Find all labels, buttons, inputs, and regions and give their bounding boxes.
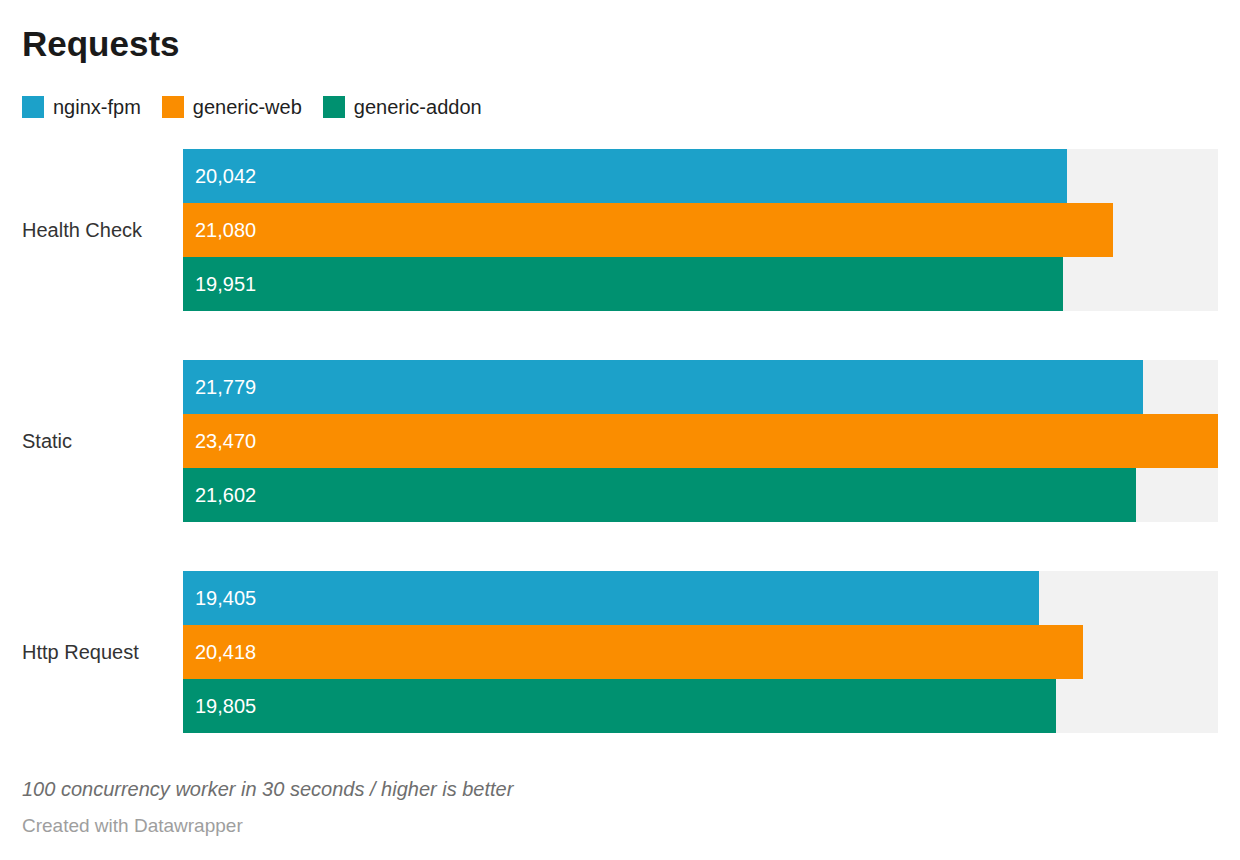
bar-value-label: 21,602 [183,484,256,507]
bar-track: 21,080 [183,203,1218,257]
bar-track: 19,805 [183,679,1218,733]
bar-generic-addon: 19,805 [183,679,1056,733]
legend-item-label: generic-addon [354,96,482,118]
bar-value-label: 21,779 [183,376,256,399]
legend: nginx-fpm generic-web generic-addon [22,96,1218,118]
chart-title: Requests [22,24,1218,64]
bar-nginx-fpm: 19,405 [183,571,1039,625]
plot-area: Health Check20,042 21,080 19,951 Static21,7… [22,149,1218,733]
chart-container: Requests nginx-fpm generic-web generic-add… [0,0,1240,837]
bar-generic-addon: 19,951 [183,257,1063,311]
datawrapper-credit-link[interactable]: Created with Datawrapper [22,815,243,837]
bar-value-label: 20,418 [183,641,256,664]
legend-item-generic-web: generic-web [162,96,302,118]
bar-generic-addon: 21,602 [183,468,1136,522]
legend-swatch-icon [162,96,184,118]
bar-generic-web: 21,080 [183,203,1113,257]
bar-value-label: 19,805 [183,695,256,718]
bar-stack: 21,779 23,470 21,602 [183,360,1218,522]
bar-track: 19,951 [183,257,1218,311]
bar-value-label: 23,470 [183,430,256,453]
legend-item-generic-addon: generic-addon [323,96,482,118]
bar-track: 19,405 [183,571,1218,625]
bar-group: Static21,779 23,470 21,602 [22,360,1218,522]
bar-group: Http Request19,405 20,418 19,805 [22,571,1218,733]
legend-swatch-icon [22,96,44,118]
bar-group: Health Check20,042 21,080 19,951 [22,149,1218,311]
footnote: 100 concurrency worker in 30 seconds / h… [22,777,1218,801]
bar-generic-web: 20,418 [183,625,1083,679]
bar-track: 20,418 [183,625,1218,679]
bar-track: 21,602 [183,468,1218,522]
bar-track: 23,470 [183,414,1218,468]
category-label: Health Check [22,149,183,311]
category-label: Static [22,360,183,522]
bar-stack: 19,405 20,418 19,805 [183,571,1218,733]
bar-stack: 20,042 21,080 19,951 [183,149,1218,311]
bar-value-label: 19,951 [183,273,256,296]
bar-track: 20,042 [183,149,1218,203]
bar-track: 21,779 [183,360,1218,414]
legend-swatch-icon [323,96,345,118]
bar-value-label: 20,042 [183,165,256,188]
bar-value-label: 19,405 [183,587,256,610]
legend-item-label: nginx-fpm [53,96,141,118]
bar-value-label: 21,080 [183,219,256,242]
legend-item-nginx-fpm: nginx-fpm [22,96,141,118]
bar-nginx-fpm: 20,042 [183,149,1067,203]
bar-nginx-fpm: 21,779 [183,360,1143,414]
bar-generic-web: 23,470 [183,414,1218,468]
legend-item-label: generic-web [193,96,302,118]
category-label: Http Request [22,571,183,733]
